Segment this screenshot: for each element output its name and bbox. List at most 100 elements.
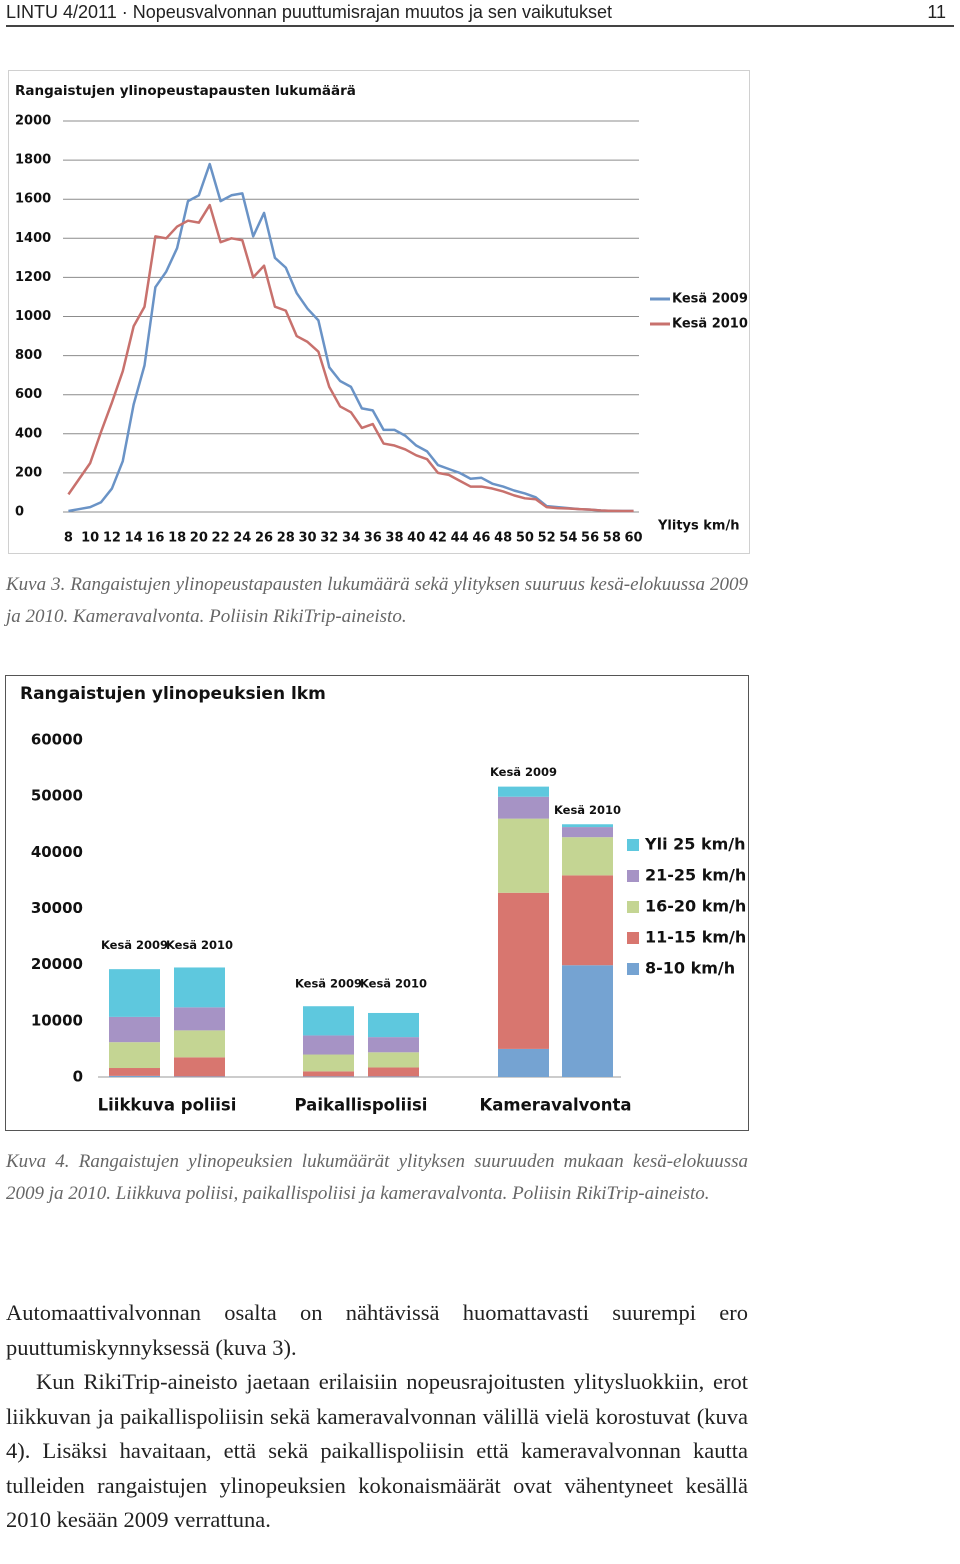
legend-swatch (627, 901, 639, 913)
bar-segment (562, 965, 613, 1077)
bar-segment (368, 1037, 419, 1053)
bar-segment (174, 967, 225, 1008)
y-tick-label: 0 (15, 505, 24, 520)
y-tick-label: 2000 (15, 114, 51, 129)
y-tick-label: 20000 (31, 955, 83, 973)
y-tick-label: 1600 (15, 192, 51, 207)
x-tick-label: 18 (168, 531, 186, 546)
x-tick-label: 16 (146, 531, 164, 546)
data-line (68, 162, 634, 513)
y-tick-label: 50000 (31, 787, 83, 805)
bar-segment (109, 1075, 160, 1077)
x-tick-label: 48 (494, 531, 512, 546)
x-tick-label: 8 (64, 531, 73, 546)
paragraph: Automaattivalvonnan osalta on nähtävissä… (6, 1300, 748, 1360)
bar-segment (498, 1048, 549, 1077)
bar-label: Kesä 2009 (101, 938, 168, 952)
legend-label: Kesä 2009 (672, 292, 748, 307)
bar-label: Kesä 2010 (166, 938, 233, 952)
y-tick-label: 200 (15, 465, 42, 480)
legend-label: 8-10 km/h (645, 959, 735, 978)
bar-segment (368, 1067, 419, 1077)
x-tick-label: 38 (385, 531, 403, 546)
legend-swatch (627, 839, 639, 851)
bar-segment (303, 1054, 354, 1072)
x-tick-label: 44 (451, 531, 469, 546)
y-tick-label: 1400 (15, 231, 51, 246)
bar-label: Kesä 2010 (360, 977, 427, 991)
y-tick-label: 10000 (31, 1011, 83, 1029)
y-tick-label: 1800 (15, 153, 51, 168)
y-tick-label: 1200 (15, 270, 51, 285)
bar-segment (562, 875, 613, 966)
legend-label: Kesä 2010 (672, 317, 748, 332)
legend-label: 21-25 km/h (645, 866, 746, 885)
y-tick-label: 40000 (31, 843, 83, 861)
bar-segment (498, 786, 549, 797)
bar-segment (368, 1052, 419, 1068)
legend-swatch (627, 870, 639, 882)
bar-segment (303, 1006, 354, 1036)
y-tick-label: 800 (15, 348, 42, 363)
x-tick-label: 58 (603, 531, 621, 546)
x-tick-label: 40 (407, 531, 425, 546)
x-tick-label: 30 (298, 531, 316, 546)
line-chart: Rangaistujen ylinopeustapausten lukumäär… (8, 70, 750, 554)
caption: Kuva 3. Rangaistujen ylinopeustapausten … (6, 574, 748, 627)
bar-segment (109, 1016, 160, 1043)
x-tick-label: 50 (516, 531, 534, 546)
bar-segment (109, 1068, 160, 1076)
legend-label: 11-15 km/h (645, 928, 746, 947)
bar-segment (498, 818, 549, 893)
x-tick-label: 56 (581, 531, 599, 546)
x-tick-label: 20 (190, 531, 208, 546)
bar-segment (368, 1012, 419, 1038)
bar-label: Kesä 2010 (554, 803, 621, 817)
y-tick-label: 60000 (31, 731, 83, 749)
x-tick-label: 10 (81, 531, 99, 546)
bar-segment (368, 1076, 419, 1077)
bar-segment (562, 827, 613, 838)
y-tick-label: 600 (15, 387, 42, 402)
bar-segment (498, 892, 549, 1049)
bar-segment (174, 1076, 225, 1077)
header-title: LINTU 4/2011 · Nopeusvalvonnan puuttumis… (6, 2, 612, 22)
x-tick-label: 26 (255, 531, 273, 546)
x-tick-label: 14 (125, 531, 143, 546)
bar-segment (174, 1030, 225, 1058)
paragraph: Kun RikiTrip-aineisto jaetaan erilaisiin… (6, 1369, 748, 1532)
legend-label: Yli 25 km/h (644, 835, 746, 854)
x-tick-label: 46 (472, 531, 490, 546)
stacked-bar-chart: Rangaistujen ylinopeuksien lkm 0 10000 2000… (5, 675, 749, 1131)
bar-segment (303, 1035, 354, 1055)
y-tick-label: 0 (73, 1068, 83, 1086)
x-tick-label: 34 (342, 531, 360, 546)
x-tick-label: 24 (233, 531, 251, 546)
x-tick-label: 60 (625, 531, 643, 546)
chart-title: Rangaistujen ylinopeuksien lkm (20, 684, 326, 704)
x-tick-label: 22 (212, 531, 230, 546)
bar-segment (303, 1076, 354, 1077)
bar-segment (303, 1071, 354, 1077)
x-tick-label: 12 (103, 531, 121, 546)
y-tick-label: 400 (15, 426, 42, 441)
running-header: LINTU 4/2011 · Nopeusvalvonnan puuttumis… (6, 0, 954, 27)
x-tick-label: 36 (364, 531, 382, 546)
x-tick-label: 54 (559, 531, 577, 546)
group-label: Liikkuva poliisi (98, 1096, 237, 1115)
bar-label: Kesä 2009 (490, 765, 557, 779)
x-tick-label: 28 (277, 531, 295, 546)
bar-segment (174, 1007, 225, 1031)
bar-segment (562, 824, 613, 828)
x-axis-label: Ylitys km/h (657, 519, 739, 534)
x-tick-label: 52 (538, 531, 556, 546)
y-tick-label: 1000 (15, 309, 51, 324)
x-tick-label: 32 (320, 531, 338, 546)
page-number: 11 (927, 2, 946, 22)
x-tick-label: 42 (429, 531, 447, 546)
legend-swatch (627, 963, 639, 975)
bar-segment (498, 796, 549, 819)
bar-segment (174, 1057, 225, 1077)
data-line (67, 203, 634, 513)
